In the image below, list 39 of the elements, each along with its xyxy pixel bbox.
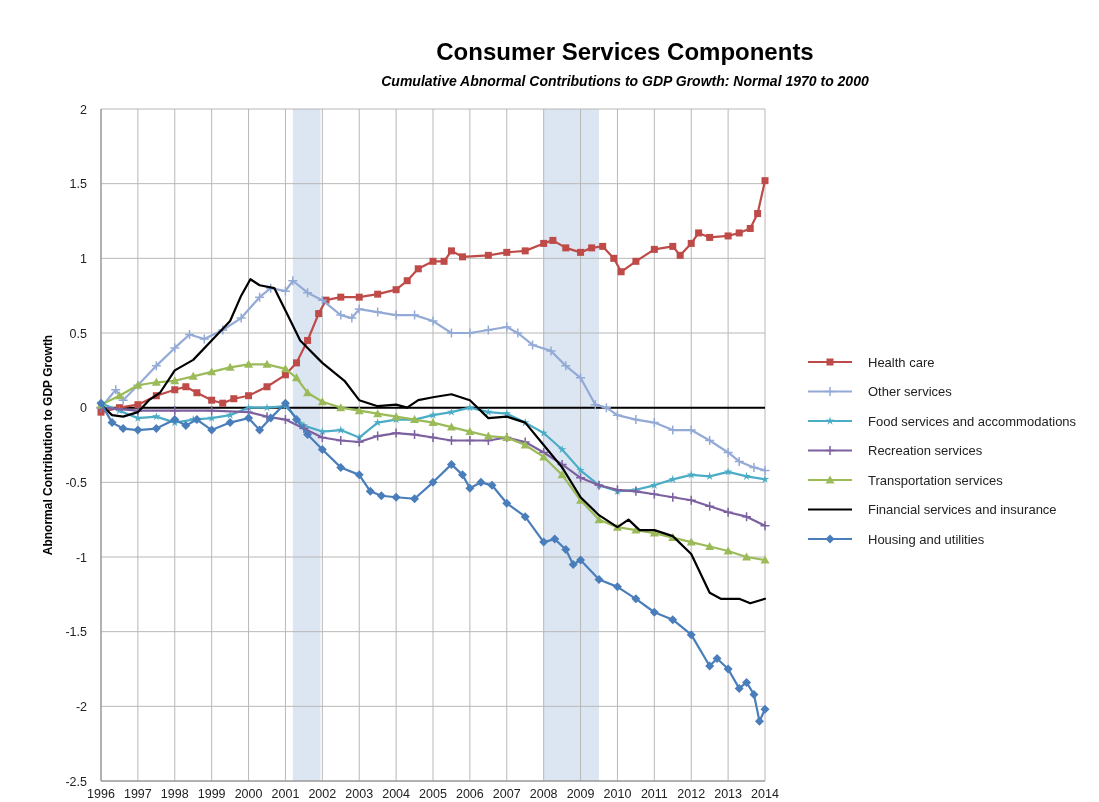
y-tick-label: 0 [80,401,88,416]
x-tick-label: 2000 [234,787,263,801]
chart-title: Consumer Services Components [436,38,814,65]
x-tick-label: 2012 [677,787,706,801]
y-tick-label: -1.5 [65,625,88,640]
x-tick-label: 1997 [123,787,152,801]
y-tick-label: 1.5 [69,177,88,192]
x-tick-label: 2003 [345,787,374,801]
y-tick-label: -0.5 [65,475,88,490]
y-axis-title: Abnormal Contribution to GDP Growth [41,334,55,556]
legend-label: Food services and accommodations [868,413,1077,429]
y-tick-label: 0.5 [69,326,88,341]
x-tick-label: 1999 [197,787,226,801]
legend-label: Transportation services [868,472,1004,488]
x-tick-label: 2013 [714,787,743,801]
y-tick-label: 2 [80,102,88,117]
legend-label: Other services [868,384,953,399]
x-tick-label: 2002 [308,787,337,801]
x-tick-label: 2011 [640,787,668,801]
y-tick-label: -2.5 [65,774,88,789]
y-tick-label: -1 [75,550,88,565]
legend-label: Financial services and insurance [868,502,1057,517]
x-tick-label: 1996 [87,787,115,801]
x-tick-label: 2001 [271,787,300,801]
x-tick-label: 2014 [751,787,779,801]
x-tick-label: 2008 [529,787,558,801]
x-tick-label: 2004 [382,787,411,801]
legend-label: Housing and utilities [868,531,985,547]
x-tick-label: 2005 [419,787,447,801]
legend-label: Recreation services [868,443,983,458]
legend-label: Health care [868,354,935,370]
x-tick-label: 2009 [566,787,595,801]
y-tick-label: 1 [80,251,88,266]
x-tick-label: 2010 [603,787,632,801]
x-tick-label: 2006 [455,787,484,801]
x-tick-label: 2007 [492,787,521,801]
y-tick-label: -2 [75,699,88,714]
chart-subtitle: Cumulative Abnormal Contributions to GDP Growth: Normal 1970 to 2000 [381,73,869,89]
x-tick-label: 1998 [160,787,189,801]
